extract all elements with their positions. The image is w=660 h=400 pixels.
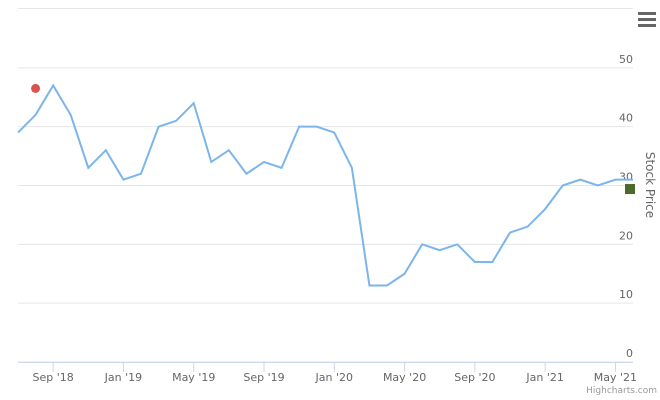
- y-tick-label: 30: [619, 171, 633, 184]
- price-line: [17, 83, 633, 287]
- x-tick-label: May '20: [383, 371, 426, 384]
- x-tick-label: Jan '19: [104, 371, 142, 384]
- x-tick-label: Sep '18: [33, 371, 74, 384]
- menu-bar: [638, 18, 656, 21]
- x-tick-label: May '19: [172, 371, 215, 384]
- y-tick-label: 40: [619, 112, 633, 125]
- last-price-marker: [625, 184, 635, 195]
- y-tick-label: 50: [619, 53, 633, 66]
- y-tick-label: 0: [626, 347, 633, 360]
- x-tick-label: Jan '20: [315, 371, 353, 384]
- x-tick-label: Sep '19: [243, 371, 284, 384]
- menu-button[interactable]: [638, 12, 656, 27]
- menu-bar: [638, 24, 656, 27]
- x-tick-label: May '21: [594, 371, 637, 384]
- y-axis-title: Stock Price: [643, 152, 657, 218]
- credits[interactable]: Highcharts.com: [586, 386, 657, 396]
- y-tick-label: 10: [619, 288, 633, 301]
- menu-bar: [638, 12, 656, 15]
- high-marker: [31, 83, 41, 93]
- x-tick-label: Sep '20: [454, 371, 495, 384]
- y-tick-label: 20: [619, 229, 633, 242]
- x-tick-label: Jan '21: [525, 371, 563, 384]
